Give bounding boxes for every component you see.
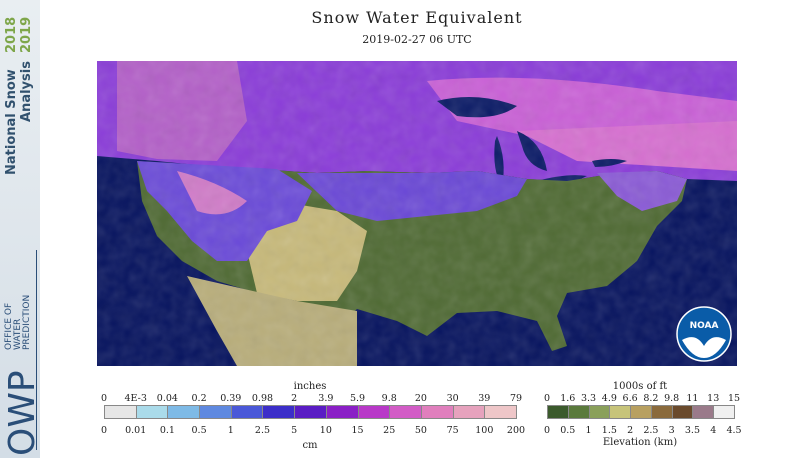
swe-swatch — [135, 405, 169, 419]
elev-unit-bottom: Elevation (km) — [602, 437, 678, 448]
swe-top-label: 20 — [414, 393, 427, 404]
elev-swatch — [671, 405, 694, 419]
swe-swatch — [452, 405, 486, 419]
swe-swatch — [294, 405, 327, 419]
noaa-logo-text: NOAA — [690, 321, 719, 331]
elev-top-label: 13 — [707, 393, 720, 404]
elev-swatch — [588, 405, 611, 419]
elev-bottom-label: 1.5 — [601, 425, 617, 436]
swe-unit-bottom: cm — [302, 440, 318, 451]
swe-top-label: 0.98 — [251, 393, 274, 404]
elev-bottom-label: 0 — [543, 425, 551, 436]
map-datetime: 2019-02-27 06 UTC — [362, 33, 472, 46]
elev-bottom-label: 2 — [627, 425, 634, 436]
owp-logo-text: OWP — [2, 370, 40, 456]
map-title: Snow Water Equivalent — [311, 8, 523, 27]
elev-top-label: 0 — [543, 393, 551, 404]
swe-bottom-label: 0 — [100, 425, 108, 436]
swe-bottom-label: 1 — [227, 425, 234, 436]
swe-bottom-label: 200 — [506, 425, 526, 436]
swe-bottom-label: 0.1 — [159, 425, 175, 436]
swe-bottom-label: 10 — [319, 425, 332, 436]
elev-swatch — [692, 405, 715, 419]
banner-year1: 2018 — [4, 16, 19, 53]
elev-swatch — [650, 405, 673, 419]
elev-bottom-label: 3 — [668, 425, 675, 436]
elev-top-label: 4.9 — [601, 393, 617, 404]
swe-top-label: 0 — [100, 393, 108, 404]
swe-bottom-label: 5 — [291, 425, 298, 436]
elev-top-label: 1.6 — [560, 393, 576, 404]
banner-year2: 2019 — [19, 16, 34, 53]
terrain-texture — [97, 61, 737, 366]
swe-top-label: 5.9 — [349, 393, 366, 404]
elev-swatch — [713, 405, 735, 419]
noaa-logo: NOAA — [676, 306, 732, 362]
elev-unit-top: 1000s of ft — [612, 381, 668, 392]
swe-swatch — [389, 405, 422, 419]
swe-bottom-label: 25 — [383, 425, 396, 436]
elev-bottom-label: 2.5 — [643, 425, 659, 436]
elev-bottom-label: 4.5 — [726, 425, 742, 436]
swe-top-label: 3.9 — [318, 393, 334, 404]
elev-top-label: 9.8 — [664, 393, 680, 404]
elev-swatch — [547, 405, 569, 419]
snow-map — [97, 61, 737, 366]
elev-swatch — [609, 405, 632, 419]
swe-top-label: 2 — [291, 393, 298, 404]
swe-swatch — [325, 405, 359, 419]
elev-swatch — [567, 405, 590, 419]
swe-swatch — [484, 405, 517, 419]
elev-bottom-label: 0.5 — [560, 425, 576, 436]
swe-unit-top: inches — [293, 381, 327, 392]
banner-title-line2: Analysis — [19, 61, 34, 122]
swe-bottom-label: 0.01 — [125, 425, 147, 436]
elev-top-label: 3.3 — [580, 393, 597, 404]
swe-swatch — [420, 405, 454, 419]
swe-top-label: 4E-3 — [124, 393, 147, 404]
swe-bottom-label: 0.5 — [191, 425, 207, 436]
swe-bottom-label: 75 — [446, 425, 459, 436]
swe-top-label: 79 — [509, 393, 523, 404]
swe-bottom-label: 2.5 — [254, 425, 271, 436]
elev-top-label: 8.2 — [643, 393, 659, 404]
swe-bottom-label: 50 — [414, 425, 427, 436]
swe-bottom-label: 15 — [351, 425, 364, 436]
elev-top-label: 6.6 — [622, 393, 638, 404]
swe-swatch — [262, 405, 296, 419]
elev-top-label: 11 — [686, 393, 699, 404]
swe-top-label: 9.8 — [381, 393, 397, 404]
swe-top-label: 0.2 — [191, 393, 207, 404]
elev-swatch — [630, 405, 652, 419]
owp-divider — [36, 250, 37, 450]
swe-top-label: 30 — [446, 393, 459, 404]
swe-top-label: 0.39 — [220, 393, 242, 404]
elev-top-label: 15 — [727, 393, 741, 404]
swe-top-label: 39 — [478, 393, 491, 404]
swe-swatch — [230, 405, 264, 419]
sidebar-banner: National Snow Analysis 2018 2019 OWP OFF… — [0, 0, 40, 458]
swe-top-label: 0.04 — [156, 393, 178, 404]
swe-bottom-label: 100 — [475, 425, 494, 436]
owp-line3: PREDICTION — [22, 294, 32, 350]
elev-bottom-label: 4 — [710, 425, 717, 436]
elev-bottom-label: 3.5 — [684, 425, 700, 436]
swe-swatch — [199, 405, 232, 419]
swe-swatch — [167, 405, 201, 419]
swe-swatch — [357, 405, 391, 419]
swe-swatch — [104, 405, 137, 419]
banner-title-line1: National Snow — [4, 69, 19, 175]
elev-bottom-label: 1 — [585, 425, 592, 436]
